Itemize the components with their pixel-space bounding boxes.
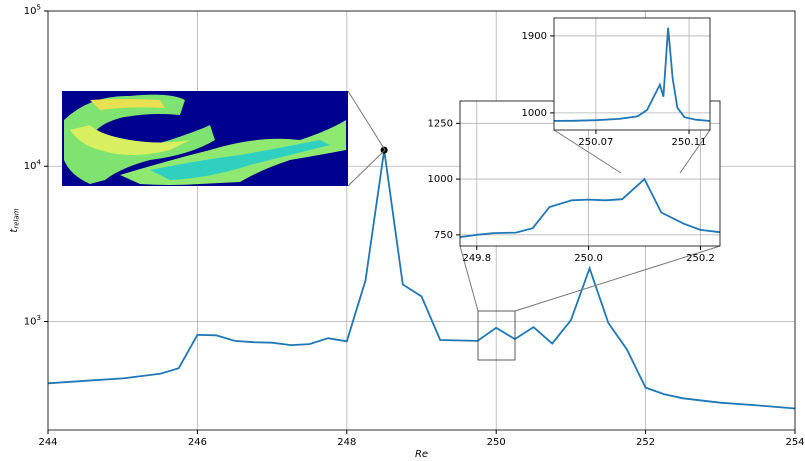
x-tick-label: 250.2 — [686, 253, 715, 264]
x-tick-label: 244 — [38, 437, 57, 448]
x-tick-label: 250 — [487, 437, 506, 448]
x-tick-label: 248 — [337, 437, 356, 448]
x-tick-label: 246 — [188, 437, 207, 448]
y-tick-label: 103 — [24, 314, 41, 328]
y-tick-label: 1000 — [428, 174, 453, 185]
x-tick-label: 252 — [636, 437, 655, 448]
y-tick-label: 1250 — [428, 118, 453, 129]
snapshot-image — [62, 91, 348, 186]
x-tick-label: 250.0 — [574, 253, 603, 264]
x-tick-label: 250.07 — [578, 137, 613, 148]
x-tick-label: 249.8 — [462, 253, 491, 264]
y-tick-label: 1000 — [522, 108, 547, 119]
y-tick-label: 750 — [434, 230, 453, 241]
x-tick-label: 254 — [785, 437, 804, 448]
x-tick-label: 250.11 — [672, 137, 707, 148]
x-axis-label: Re — [415, 449, 428, 460]
y-tick-label: 104 — [24, 159, 42, 173]
y-tick-label: 105 — [24, 4, 41, 18]
y-tick-label: 1900 — [522, 31, 547, 42]
y-axis-label: trelam — [9, 208, 20, 232]
chart: 244 246 248 250 252 254 103 104 105 Re trelam 249.… — [0, 0, 805, 461]
